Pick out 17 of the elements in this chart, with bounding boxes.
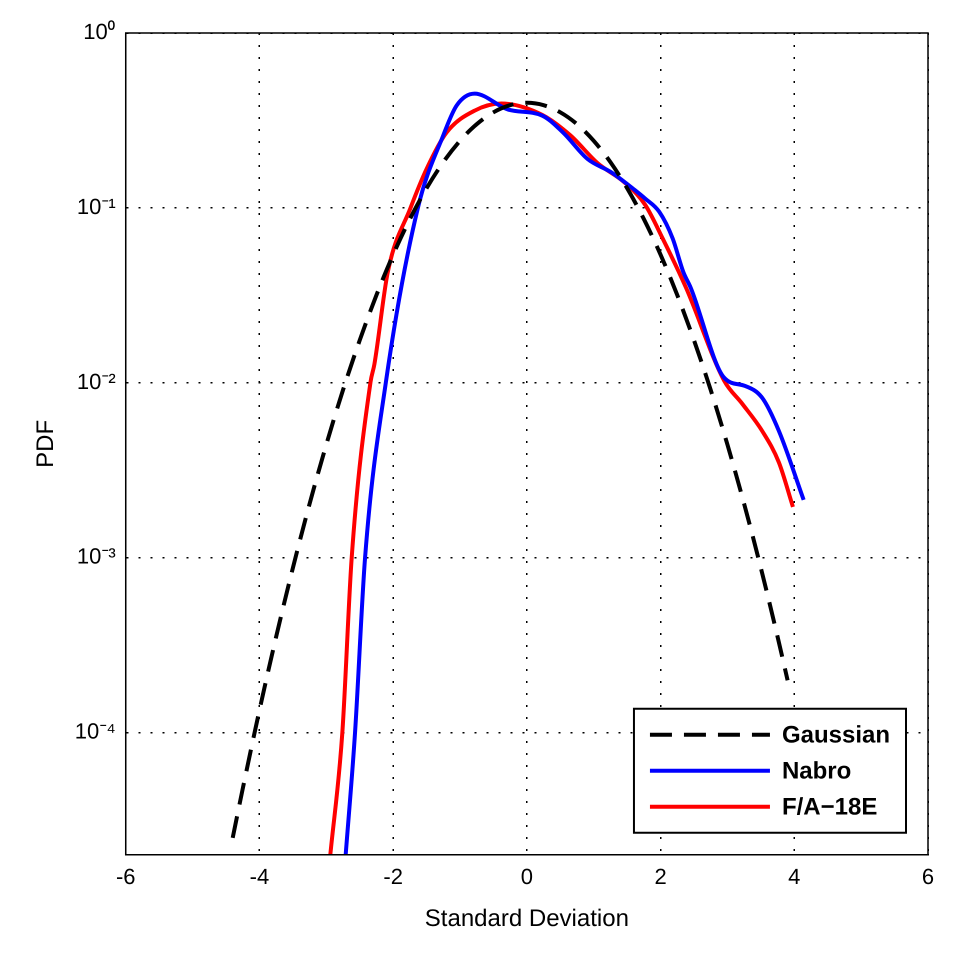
legend-label: Gaussian xyxy=(782,721,890,748)
y-tick-label: 10⁻² xyxy=(76,368,116,394)
x-tick-label: -6 xyxy=(116,864,136,890)
y-tick-label: 10⁻⁴ xyxy=(74,718,116,744)
y-tick-label: 10⁰ xyxy=(83,19,116,44)
x-tick-label: -4 xyxy=(250,864,270,890)
legend-label: Nabro xyxy=(782,757,852,784)
x-tick-label: 0 xyxy=(520,864,533,890)
legend-label: F/A−18E xyxy=(782,793,878,820)
y-axis-title: PDF xyxy=(32,420,60,468)
y-tick-label: 10⁻¹ xyxy=(76,194,116,219)
x-tick-label: -2 xyxy=(383,864,403,890)
x-axis-title: Standard Deviation xyxy=(424,905,629,932)
x-tick-label: 6 xyxy=(922,864,934,890)
y-tick-label: 10⁻³ xyxy=(76,544,116,569)
x-tick-label: 4 xyxy=(788,864,800,890)
x-tick-label: 2 xyxy=(654,864,667,890)
